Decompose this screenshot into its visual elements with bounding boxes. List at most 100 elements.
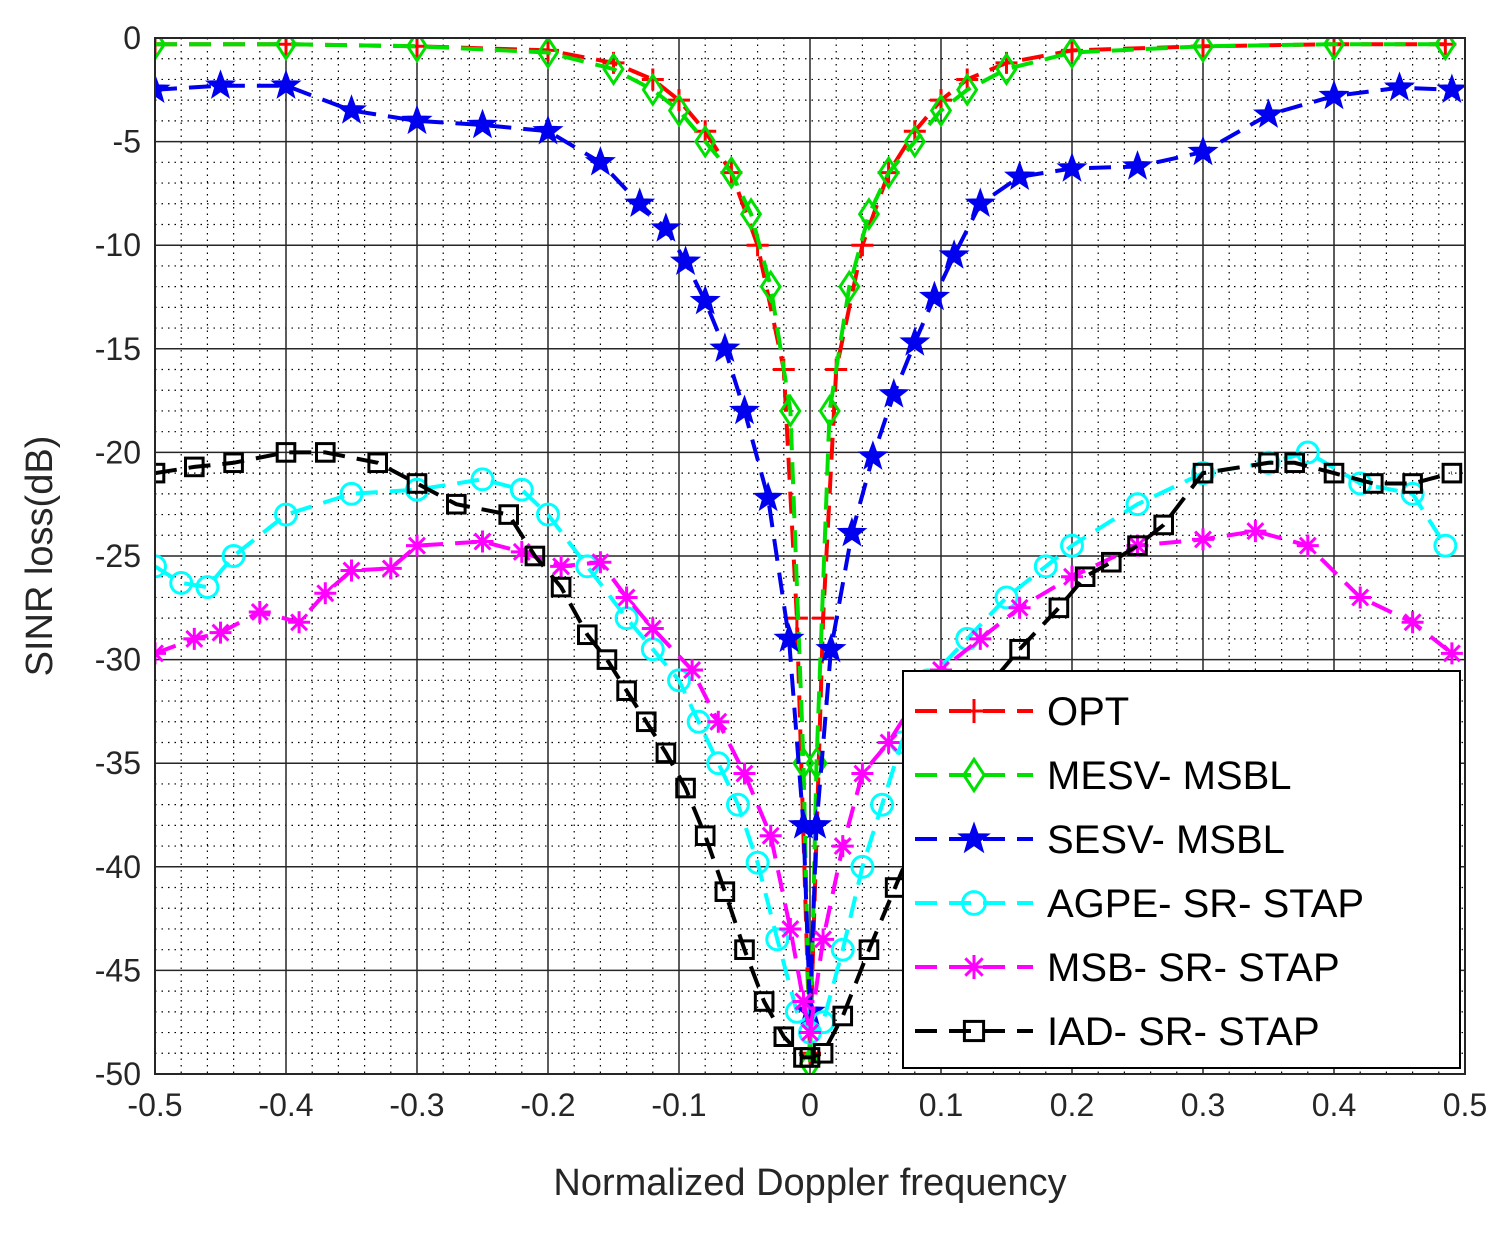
data-point	[961, 890, 987, 916]
data-point	[510, 540, 533, 563]
data-point	[706, 751, 731, 776]
data-point	[367, 452, 388, 474]
data-point	[857, 440, 889, 470]
data-point	[524, 545, 546, 567]
x-tick-label: 0.4	[1312, 1087, 1356, 1123]
data-point	[765, 927, 790, 952]
x-tick-label: -0.5	[127, 1087, 182, 1123]
data-point	[707, 710, 730, 733]
data-point	[379, 557, 402, 580]
data-point	[667, 668, 691, 693]
data-point	[779, 917, 802, 940]
series-line	[155, 42, 1446, 1064]
data-point	[832, 1005, 854, 1027]
data-point	[1127, 535, 1148, 556]
data-point	[938, 239, 970, 269]
y-tick-label: -45	[95, 952, 141, 988]
data-point	[577, 624, 598, 646]
data-point	[681, 658, 704, 681]
data-point	[1187, 135, 1219, 166]
legend-label: MESV- MSBL	[1047, 754, 1292, 798]
data-point	[877, 731, 900, 754]
data-point	[831, 835, 854, 858]
data-point	[204, 69, 237, 99]
data-point	[471, 530, 494, 553]
data-point	[667, 93, 691, 128]
y-tick-label: -20	[95, 434, 141, 470]
data-point	[536, 38, 560, 70]
data-point	[550, 576, 572, 598]
data-point	[536, 502, 560, 527]
data-point	[274, 502, 298, 527]
data-point	[773, 622, 805, 653]
data-point	[857, 197, 881, 232]
data-point	[1126, 534, 1149, 557]
data-point	[406, 473, 428, 494]
data-point	[850, 854, 875, 879]
data-point	[1008, 596, 1031, 619]
data-point	[930, 658, 952, 681]
data-point	[1400, 481, 1425, 506]
data-point	[1436, 73, 1465, 103]
data-point	[962, 756, 986, 794]
data-point	[1401, 611, 1424, 634]
data-point	[745, 850, 770, 875]
data-point	[1322, 38, 1346, 62]
data-point	[209, 621, 232, 644]
data-point	[1060, 533, 1084, 558]
data-point	[969, 627, 992, 650]
data-point	[1153, 514, 1175, 536]
data-point	[878, 378, 910, 408]
data-point	[1434, 38, 1457, 62]
data-point	[759, 269, 782, 304]
x-tick-label: 0.1	[919, 1087, 963, 1123]
data-point	[270, 69, 302, 99]
data-point	[694, 120, 717, 143]
data-point	[899, 326, 931, 356]
data-point	[169, 570, 194, 595]
y-tick-label: -40	[95, 849, 141, 885]
data-point	[1048, 597, 1070, 619]
data-point	[728, 394, 761, 425]
data-point	[1191, 38, 1215, 64]
data-point	[957, 821, 991, 854]
data-point	[1056, 152, 1088, 182]
data-point	[962, 1019, 986, 1043]
data-point	[470, 467, 495, 492]
data-point	[1349, 586, 1372, 609]
y-tick-label: -30	[95, 642, 141, 678]
data-point	[274, 38, 298, 62]
data-point	[641, 72, 664, 107]
data-point	[498, 504, 519, 525]
data-point	[962, 699, 986, 723]
data-point	[918, 280, 951, 311]
data-point	[1101, 551, 1122, 573]
x-tick-label: -0.4	[258, 1087, 313, 1123]
data-point	[655, 742, 677, 764]
data-point	[1323, 462, 1345, 484]
data-point	[694, 124, 717, 159]
data-point	[616, 680, 637, 701]
data-point	[812, 1042, 834, 1064]
data-point	[773, 1026, 795, 1048]
data-point	[838, 269, 861, 304]
plot-area-frame	[154, 37, 1466, 1075]
data-point	[1258, 452, 1279, 474]
data-point	[550, 555, 573, 578]
data-point	[726, 792, 750, 817]
data-point	[589, 551, 612, 574]
x-tick-label: 0.5	[1443, 1087, 1487, 1123]
x-tick-labels: -0.5 -0.4 -0.3 -0.2 -0.1 0 0.1 0.2 0.3 0.4 0.5	[127, 1087, 1487, 1123]
data-point	[964, 187, 996, 218]
data-point	[720, 155, 743, 190]
data-point	[733, 762, 756, 785]
series-line	[155, 83, 1452, 1012]
data-point	[532, 114, 564, 145]
data-point	[509, 477, 534, 502]
data-point	[195, 575, 220, 600]
data-point	[1402, 473, 1423, 494]
data-point	[406, 534, 428, 557]
legend-label: IAD- SR- STAP	[1047, 1010, 1320, 1054]
data-point	[635, 711, 657, 733]
